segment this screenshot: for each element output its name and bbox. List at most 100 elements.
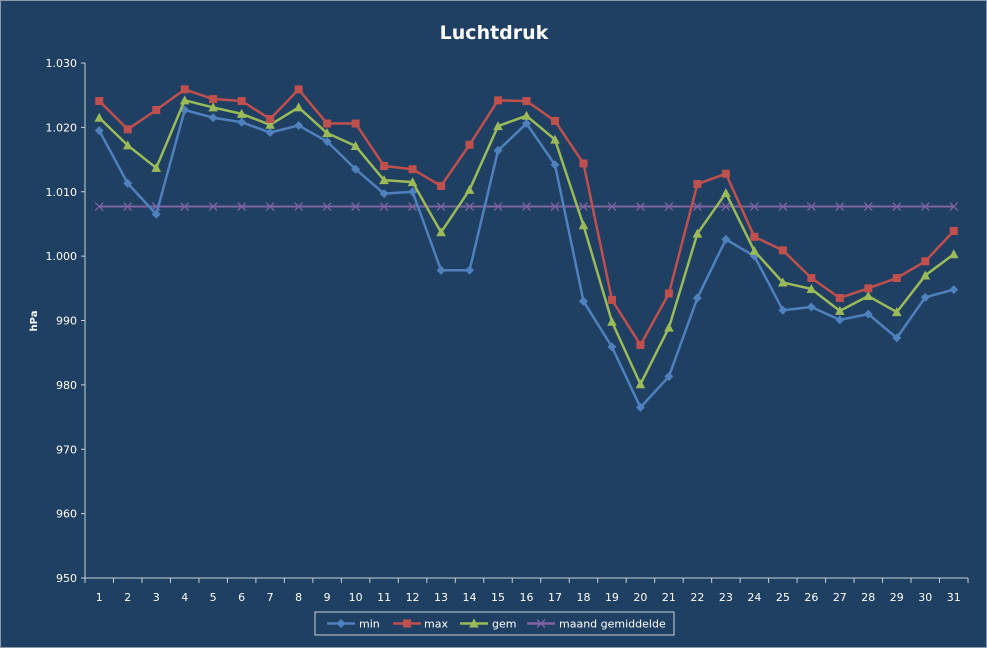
data-point-maand-gemiddelde — [778, 202, 788, 212]
data-point-max — [607, 295, 616, 304]
data-point-maand-gemiddelde — [408, 202, 418, 212]
data-point-max — [807, 274, 816, 283]
data-point-gem — [692, 228, 703, 238]
data-point-min — [208, 113, 218, 123]
x-marker-stroke — [664, 202, 674, 212]
x-tick-label: 10 — [349, 591, 363, 604]
x-tick-label: 30 — [918, 591, 932, 604]
y-tick-label: 1.000 — [46, 250, 78, 263]
data-point-gem — [835, 305, 845, 315]
x-tick-label: 19 — [605, 591, 619, 604]
x-marker-stroke — [351, 202, 361, 212]
data-point-gem — [94, 112, 105, 122]
x-tick-label: 22 — [690, 591, 704, 604]
data-point-gem — [236, 108, 247, 118]
data-point-gem — [806, 283, 817, 293]
data-point-max — [465, 140, 474, 149]
data-point-gem — [749, 245, 760, 255]
series-min — [94, 105, 959, 412]
data-point-maand-gemiddelde — [493, 202, 503, 212]
x-marker-stroke — [607, 202, 617, 212]
data-point-max — [494, 96, 503, 105]
x-tick-label: 1 — [96, 591, 103, 604]
data-point-min — [522, 119, 531, 129]
data-point-min — [635, 402, 645, 412]
data-point-gem — [350, 141, 361, 151]
y-tick-label: 1.010 — [46, 186, 78, 199]
data-point-min — [664, 372, 674, 382]
x-marker-stroke — [635, 202, 645, 212]
x-tick-label: 21 — [662, 591, 676, 604]
y-tick-label: 1.020 — [46, 121, 78, 134]
series-line-gem — [98, 99, 955, 386]
data-point-max — [522, 96, 531, 105]
data-point-max — [550, 116, 559, 125]
x-tick-label: 12 — [406, 591, 420, 604]
data-point-min — [151, 209, 161, 219]
data-point-maand-gemiddelde — [208, 202, 218, 212]
legend-label: min — [359, 618, 380, 631]
data-point-max — [721, 169, 730, 178]
data-point-max — [152, 105, 161, 114]
x-tick-label: 26 — [804, 591, 818, 604]
data-point-min — [322, 137, 332, 147]
data-point-max — [237, 96, 246, 105]
x-marker-stroke — [692, 202, 702, 212]
data-point-max — [949, 227, 958, 236]
x-marker-stroke — [265, 202, 275, 212]
x-tick-label: 9 — [324, 591, 331, 604]
x-marker-stroke — [436, 202, 446, 212]
x-tick-label: 13 — [434, 591, 448, 604]
data-point-maand-gemiddelde — [863, 202, 873, 212]
data-point-max — [408, 165, 417, 174]
data-point-min — [123, 178, 133, 188]
y-tick-label: 980 — [56, 379, 77, 392]
data-point-max — [123, 125, 132, 134]
x-marker-stroke — [579, 202, 588, 212]
data-point-max — [693, 180, 702, 189]
data-point-max — [921, 257, 930, 266]
x-tick-label: 25 — [776, 591, 790, 604]
data-point-max — [750, 232, 759, 241]
data-point-gem — [379, 175, 389, 185]
data-point-min — [692, 293, 702, 303]
legend-label: gem — [492, 618, 516, 631]
x-tick-label: 20 — [633, 591, 647, 604]
data-point-max — [294, 85, 303, 94]
data-point-maand-gemiddelde — [892, 202, 902, 212]
x-tick-label: 17 — [548, 591, 562, 604]
data-point-min — [351, 164, 361, 174]
data-point-min — [294, 120, 304, 130]
data-point-min — [863, 309, 873, 319]
data-point-maand-gemiddelde — [749, 202, 759, 212]
data-point-maand-gemiddelde — [351, 202, 361, 212]
data-point-maand-gemiddelde — [835, 202, 845, 212]
x-tick-label: 16 — [520, 591, 534, 604]
data-point-gem — [664, 322, 674, 332]
data-point-max — [95, 96, 104, 105]
data-point-maand-gemiddelde — [379, 202, 389, 212]
legend-swatch-marker — [403, 619, 411, 628]
series-layer — [94, 85, 959, 412]
x-marker-stroke — [949, 202, 959, 212]
x-marker-stroke — [920, 202, 930, 212]
data-point-max — [664, 289, 673, 298]
data-point-maand-gemiddelde — [806, 202, 816, 212]
data-point-maand-gemiddelde — [123, 202, 133, 212]
data-point-gem — [578, 220, 589, 230]
legend-label: max — [424, 618, 448, 631]
data-point-min — [465, 265, 475, 275]
y-tick-label: 1.030 — [46, 57, 78, 70]
y-tick-label: 950 — [56, 572, 77, 585]
data-point-maand-gemiddelde — [579, 202, 588, 212]
data-point-min — [436, 265, 446, 275]
data-point-gem — [464, 184, 475, 194]
data-point-gem — [778, 277, 788, 287]
data-point-min — [835, 315, 845, 325]
data-point-maand-gemiddelde — [949, 202, 959, 212]
legend-entry-min: min — [327, 618, 380, 631]
x-tick-label: 5 — [210, 591, 217, 604]
x-marker-stroke — [379, 202, 389, 212]
x-tick-label: 6 — [238, 591, 245, 604]
data-point-gem — [920, 270, 931, 280]
